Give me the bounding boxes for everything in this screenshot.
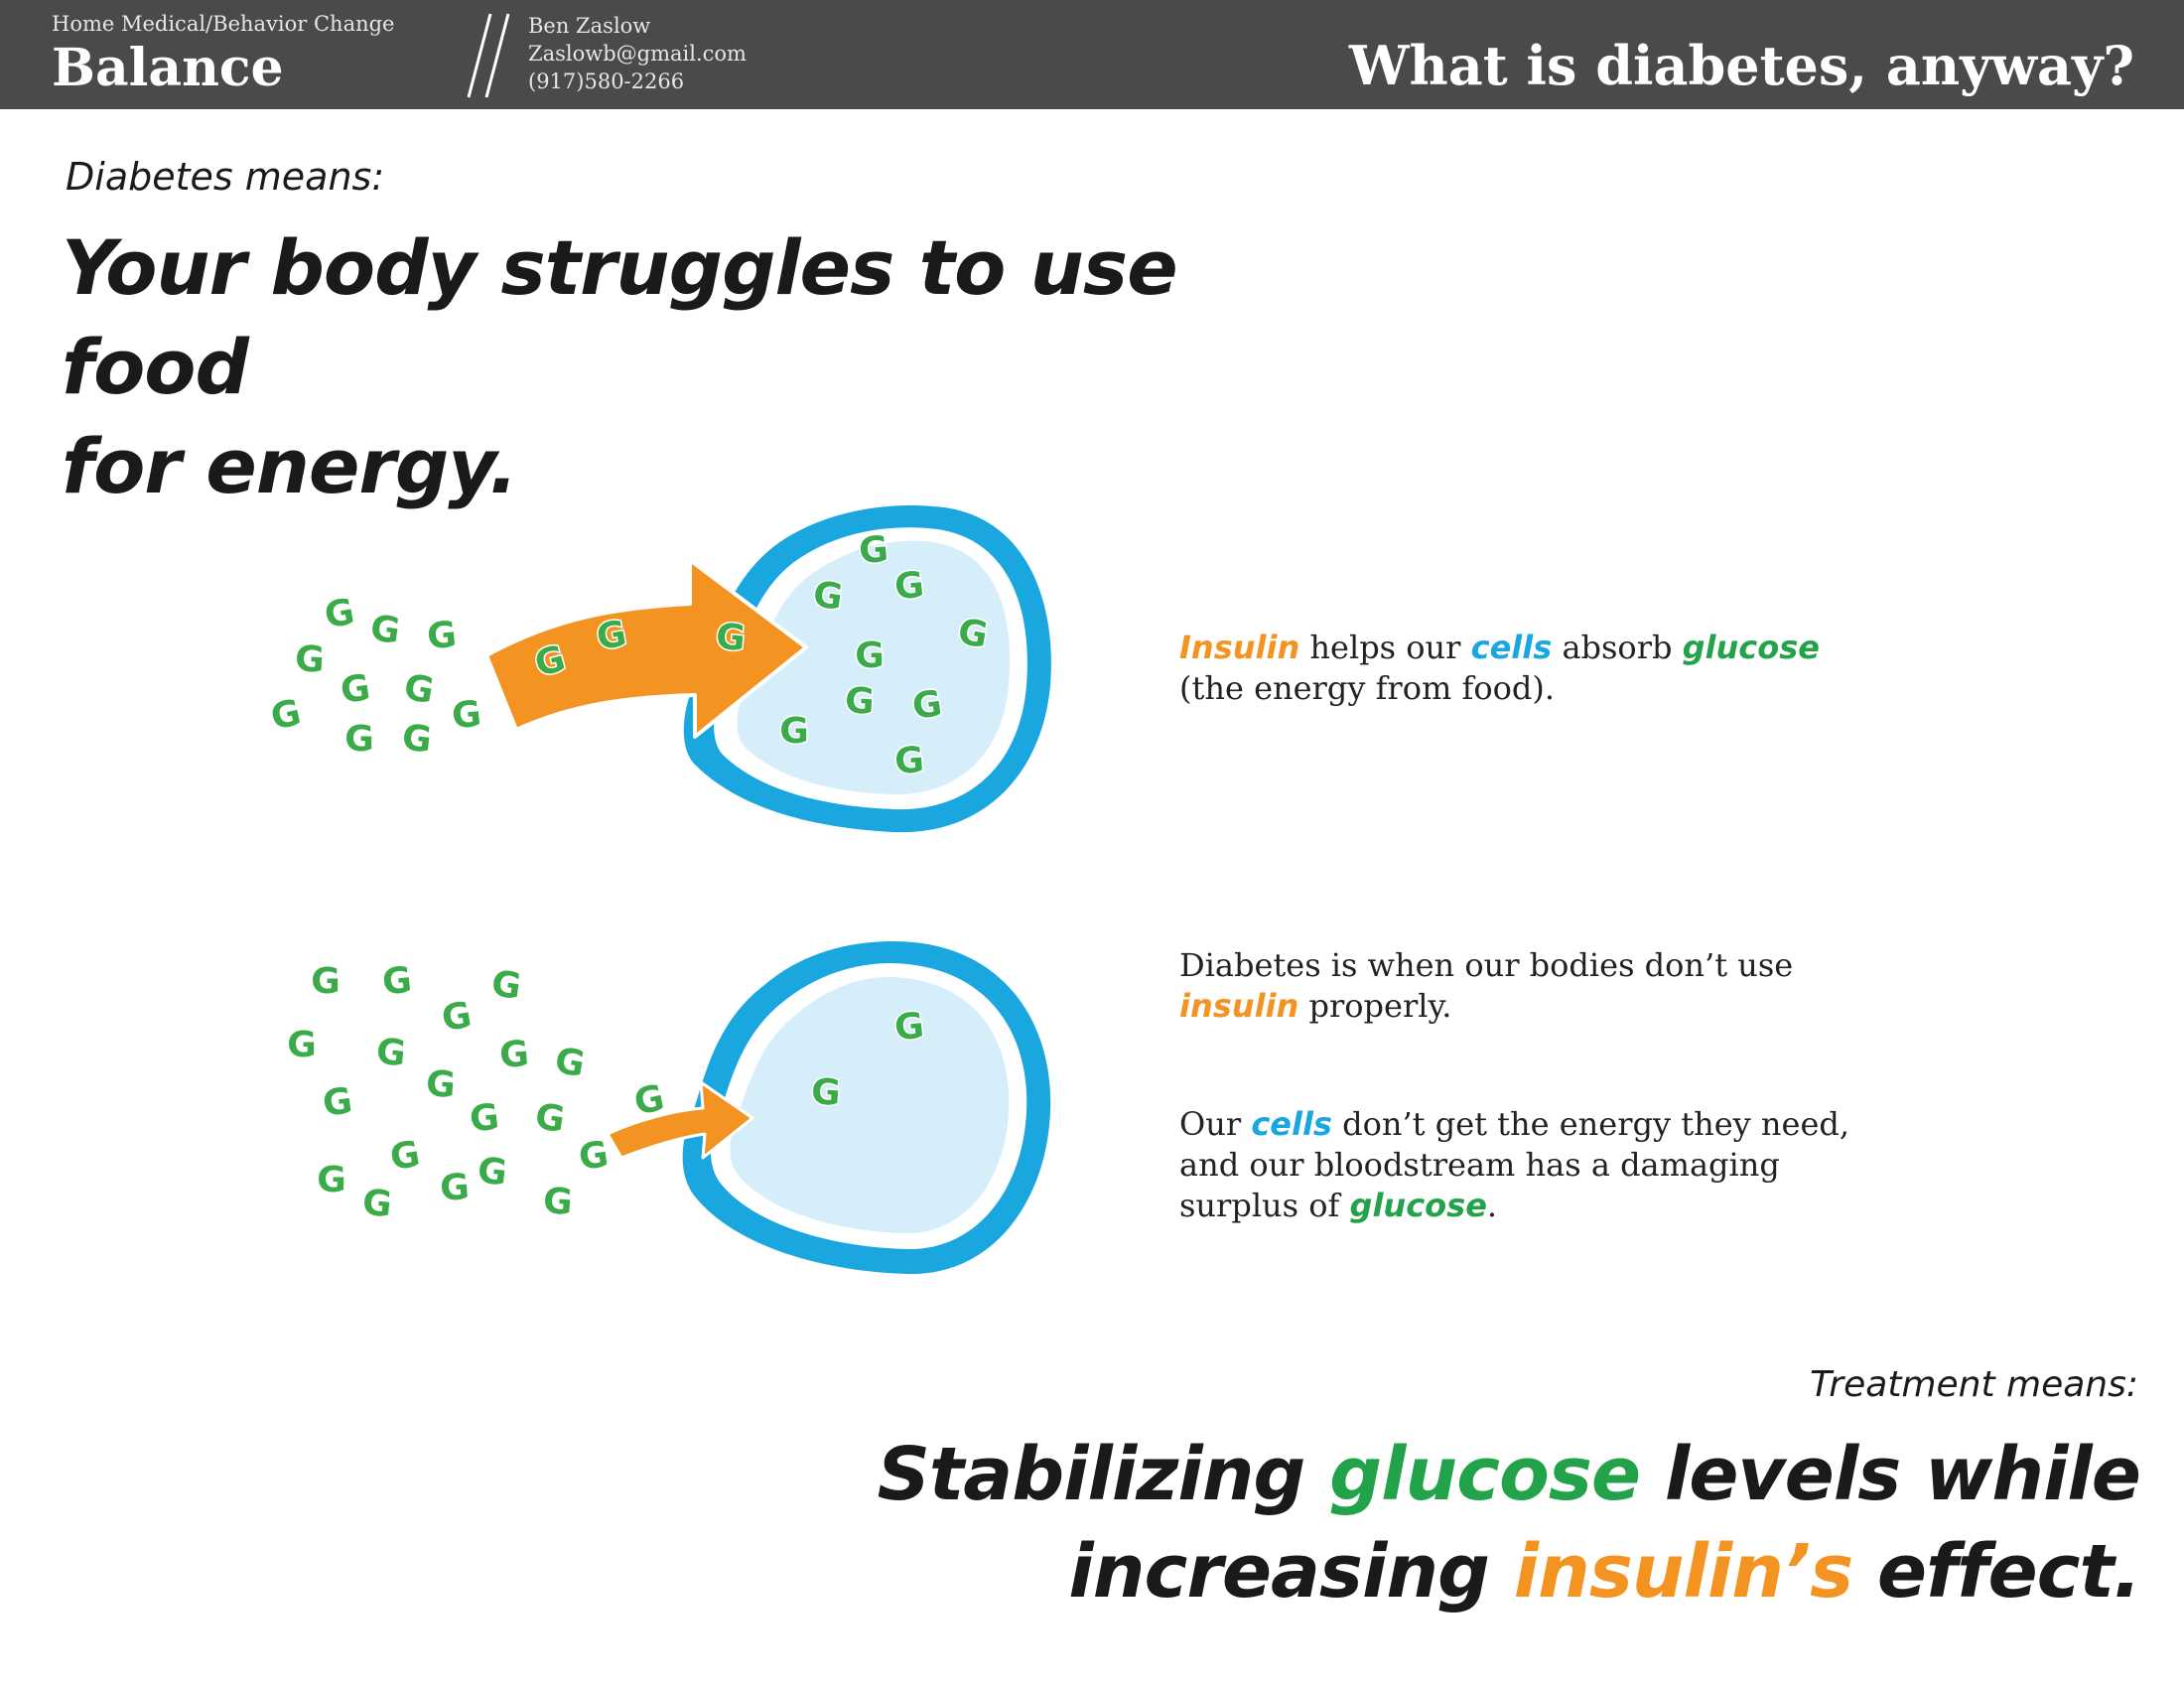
glucose-molecule: G [322, 592, 357, 637]
glucose-molecule: G [714, 617, 747, 659]
author-name: Ben Zaslow [528, 14, 651, 38]
glucose-molecule: G [810, 574, 845, 619]
keyword-insulin: insulin [1179, 987, 1299, 1025]
glucose-molecule: G [387, 1134, 423, 1180]
glucose-molecule: G [321, 1080, 355, 1125]
treatment-keyword-insulin: insulin’s [1513, 1529, 1853, 1615]
treatment-keyword-glucose: glucose [1329, 1432, 1641, 1517]
glucose-molecule: G [426, 615, 459, 657]
contact-info: Ben Zaslow Zaslowb@gmail.com (917)580-22… [528, 12, 747, 95]
insulin-arrow-large [484, 558, 808, 739]
glucose-molecule: G [476, 1151, 509, 1195]
intro-label: Diabetes means: [66, 155, 385, 199]
glucose-molecule: G [360, 1183, 394, 1226]
cell-healthy-cytoplasm [737, 540, 1011, 795]
caption-text: don’t get the energy they need, [1331, 1105, 1850, 1143]
caption-diabetes-definition-line2: insulin properly. [1179, 986, 1874, 1027]
glucose-molecule: G [339, 667, 373, 712]
glucose-molecule: G [311, 961, 341, 1002]
caption-diabetes-definition: Diabetes is when our bodies don’t use in… [1179, 945, 1874, 1027]
glucose-molecule: G [439, 995, 475, 1041]
treatment-text: increasing [1068, 1529, 1514, 1615]
glucose-molecule: G [577, 1134, 612, 1179]
cell-diabetic [682, 941, 1051, 1275]
glucose-molecule: G [374, 1032, 408, 1075]
glucose-molecule: G [810, 1071, 842, 1114]
glucose-molecule: G [779, 711, 809, 752]
glucose-molecule: G [892, 1006, 926, 1050]
caption-text: surplus of [1179, 1187, 1350, 1224]
glucose-molecule: G [855, 635, 885, 676]
caption-insulin-role: Insulin helps our cells absorb glucose (… [1179, 628, 1874, 709]
double-slash-divider [467, 13, 510, 98]
glucose-molecule: G [630, 1077, 667, 1123]
glucose-molecule: G [344, 719, 374, 760]
project-title: Balance [52, 38, 284, 98]
glucose-molecule: G [858, 529, 890, 572]
treatment-text: effect. [1852, 1529, 2141, 1615]
glucose-molecule: G [294, 638, 326, 680]
header-bar: Home Medical/Behavior Change Balance Ben… [0, 0, 2184, 109]
glucose-molecule: G [552, 1041, 588, 1086]
treatment-headline: Stabilizing glucose levels while increas… [850, 1426, 2141, 1620]
glucose-molecule: G [594, 614, 629, 659]
insulin-arrow-small [606, 1080, 754, 1160]
glucose-molecule: G [367, 608, 402, 652]
caption-diabetes-effect: Our cells don’t get the energy they need… [1179, 1104, 1874, 1226]
caption-diabetes-effect-line3: surplus of glucose. [1179, 1186, 1874, 1226]
cell-healthy [683, 505, 1051, 833]
caption-insulin-role-line1: Insulin helps our cells absorb glucose [1179, 628, 1874, 668]
treatment-headline-line2: increasing insulin’s effect. [850, 1523, 2141, 1620]
keyword-cells: cells [1251, 1105, 1332, 1143]
caption-text: properly. [1298, 987, 1452, 1025]
keyword-insulin: Insulin [1179, 629, 1300, 666]
caption-text: helps our [1299, 629, 1471, 666]
caption-text: Our [1179, 1105, 1252, 1143]
glucose-molecule: G [380, 960, 414, 1004]
project-category: Home Medical/Behavior Change [52, 12, 395, 36]
glucose-molecule: G [267, 692, 304, 738]
glucose-molecule: G [844, 680, 876, 723]
treatment-label: Treatment means: [1810, 1364, 2138, 1405]
glucose-molecule: G [317, 1160, 346, 1200]
glucose-molecule: G [401, 667, 437, 713]
intro-headline: Your body struggles to use food for ener… [62, 218, 1352, 516]
caption-text: . [1486, 1187, 1498, 1224]
glucose-molecule: G [439, 1167, 471, 1209]
cell-diabetic-cytoplasm [730, 977, 1010, 1234]
glucose-molecule: G [400, 718, 434, 762]
glucose-molecule: G [910, 683, 945, 728]
caption-diabetes-effect-line2: and our bloodstream has a damaging [1179, 1146, 1780, 1184]
treatment-text: Stabilizing [877, 1432, 1330, 1517]
caption-insulin-role-line2: (the energy from food). [1179, 669, 1556, 707]
intro-headline-line2: for energy. [62, 422, 518, 510]
glucose-molecule: G [450, 694, 483, 738]
keyword-glucose: glucose [1349, 1187, 1487, 1224]
intro-headline-line1: Your body struggles to use food [62, 223, 1178, 411]
treatment-headline-line1: Stabilizing glucose levels while [850, 1426, 2141, 1523]
caption-diabetes-definition-line1: Diabetes is when our bodies don’t use [1179, 946, 1794, 984]
glucose-molecule: G [532, 1096, 567, 1141]
glucose-molecule: G [498, 1034, 530, 1076]
treatment-text: levels while [1640, 1432, 2141, 1517]
keyword-glucose: glucose [1682, 629, 1820, 666]
page-title: What is diabetes, anyway? [1348, 34, 2134, 97]
author-phone: (917)580-2266 [528, 70, 685, 93]
glucose-molecule: G [287, 1025, 317, 1065]
caption-diabetes-effect-line1: Our cells don’t get the energy they need… [1179, 1104, 1874, 1145]
glucose-molecule: G [542, 1181, 574, 1223]
glucose-molecule: G [468, 1097, 501, 1141]
glucose-molecule: G [425, 1063, 457, 1106]
keyword-cells: cells [1470, 629, 1553, 666]
glucose-molecule: G [892, 565, 926, 609]
caption-text: absorb [1552, 629, 1683, 666]
glucose-molecule: G [488, 963, 523, 1008]
author-email: Zaslowb@gmail.com [528, 42, 747, 66]
glucose-molecule: G [893, 740, 925, 782]
